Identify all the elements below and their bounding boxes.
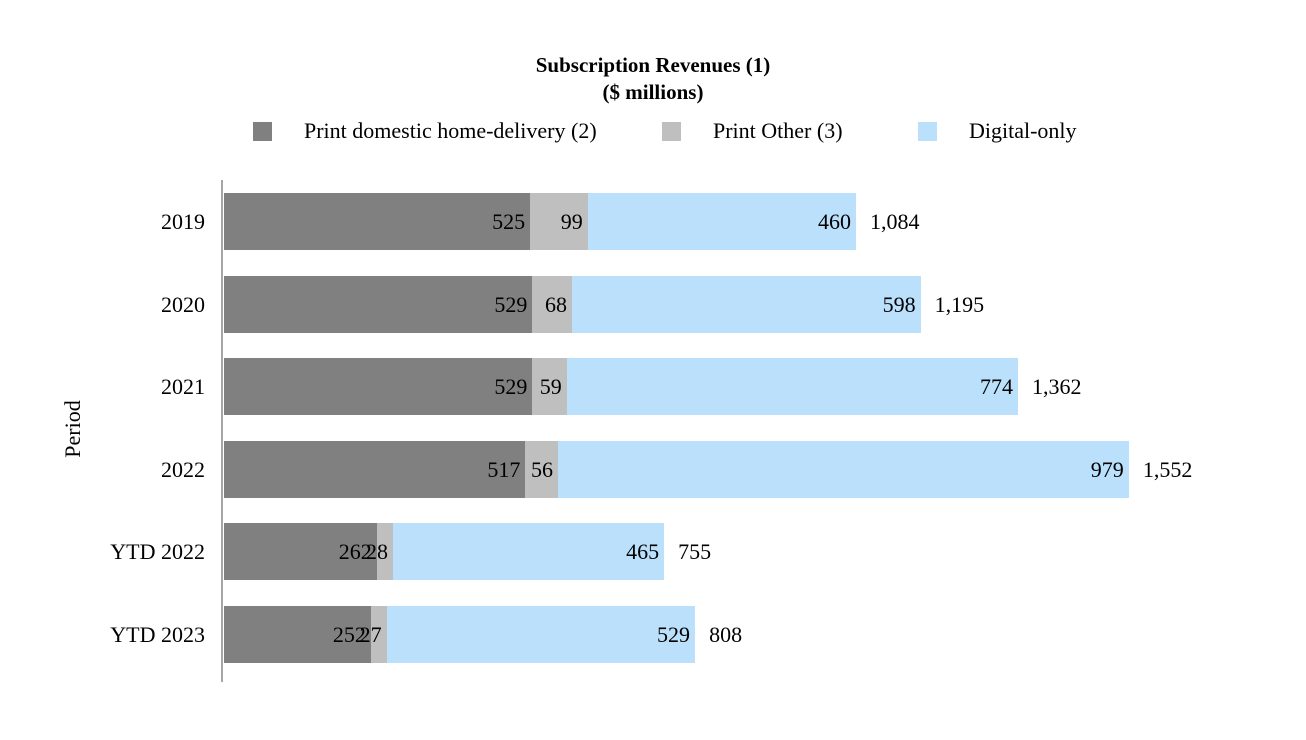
value-label: 979 — [1090, 456, 1124, 482]
bar-segment: 529 — [386, 606, 696, 663]
value-label: 59 — [539, 374, 562, 400]
stacked-bar: 525 99 460 — [224, 193, 856, 250]
category-label: 2020 — [161, 291, 205, 317]
legend-label-digital-only: Digital-only — [969, 118, 1077, 143]
legend-swatch-digital-only — [918, 121, 937, 141]
bar-row: YTD 2023 252 27 529 808 — [0, 606, 1306, 663]
value-label: 460 — [817, 209, 851, 234]
category-label: 2019 — [161, 209, 205, 234]
bar-row: 2019 525 99 460 1,084 — [0, 193, 1306, 250]
bar-row: 2022 517 56 979 1,552 — [0, 440, 1306, 498]
bar-row: YTD 2022 262 28 465 755 — [0, 523, 1306, 581]
bar-segment: 59 — [532, 358, 567, 416]
bar-segment: 979 — [558, 440, 1129, 498]
total-label: 1,552 — [1142, 456, 1193, 482]
legend-label-print-other: Print Other (3) — [713, 118, 843, 143]
total-label: 755 — [678, 539, 712, 565]
bar-segment: 252 — [224, 606, 371, 663]
legend-item-digital-only: Digital-only — [918, 118, 1077, 144]
legend-item-print-domestic: Print domestic home-delivery (2) — [253, 118, 597, 144]
bar-segment: 517 — [224, 440, 526, 498]
total-label: 808 — [709, 622, 743, 647]
bar-segment: 262 — [224, 523, 377, 581]
value-label: 99 — [560, 209, 583, 234]
bar-row: 2021 529 59 774 1,362 — [0, 358, 1306, 416]
value-label: 529 — [657, 622, 691, 647]
value-label: 252 — [332, 622, 366, 647]
bar-row: 2020 529 68 598 1,195 — [0, 275, 1306, 333]
value-label: 262 — [338, 539, 372, 565]
total-label: 1,195 — [934, 291, 985, 317]
bar-segment: 529 — [224, 275, 533, 333]
chart-title-line1: Subscription Revenues (1) — [535, 53, 771, 77]
value-label: 465 — [626, 539, 660, 565]
bar-segment: 774 — [566, 358, 1019, 416]
value-label: 68 — [545, 291, 568, 317]
stacked-bar: 252 27 529 — [224, 606, 696, 663]
legend-swatch-print-other — [662, 121, 681, 141]
total-label: 1,362 — [1032, 374, 1082, 400]
category-label: YTD 2023 — [110, 622, 205, 647]
category-label: YTD 2022 — [110, 539, 205, 565]
bar-segment: 525 — [224, 193, 531, 250]
value-label: 27 — [359, 622, 382, 647]
category-label: 2022 — [161, 456, 205, 482]
chart-title-line2: ($ millions) — [602, 80, 704, 104]
bar-segment: 529 — [224, 358, 533, 416]
bar-segment: 56 — [525, 440, 559, 498]
bar-segment: 465 — [393, 523, 665, 581]
bar-segment: 27 — [360, 606, 387, 663]
stacked-bar: 262 28 465 — [224, 523, 665, 581]
legend-swatch-print-domestic — [253, 121, 272, 141]
bar-segment: 68 — [532, 275, 573, 333]
legend-item-print-other: Print Other (3) — [662, 118, 843, 144]
stacked-bar: 529 68 598 — [224, 275, 921, 333]
legend-label-print-domestic: Print domestic home-delivery (2) — [304, 118, 597, 143]
bar-segment: 28 — [366, 523, 394, 581]
value-label: 529 — [494, 291, 528, 317]
legend: Print domestic home-delivery (2) Print O… — [0, 118, 1306, 152]
stacked-bar: 517 56 979 — [224, 440, 1129, 498]
y-axis-line — [221, 180, 223, 682]
value-label: 56 — [531, 456, 554, 482]
bar-segment: 99 — [530, 193, 588, 250]
bar-segment: 460 — [587, 193, 856, 250]
total-label: 1,084 — [869, 209, 920, 234]
value-label: 28 — [366, 539, 389, 565]
chart-title: Subscription Revenues (1) ($ millions) — [0, 52, 1306, 106]
bar-segment: 598 — [572, 275, 921, 333]
value-label: 598 — [882, 291, 916, 317]
value-label: 517 — [487, 456, 521, 482]
category-label: 2021 — [161, 374, 205, 400]
value-label: 774 — [980, 374, 1014, 400]
value-label: 525 — [492, 209, 526, 234]
value-label: 529 — [494, 374, 528, 400]
stacked-bar: 529 59 774 — [224, 358, 1019, 416]
